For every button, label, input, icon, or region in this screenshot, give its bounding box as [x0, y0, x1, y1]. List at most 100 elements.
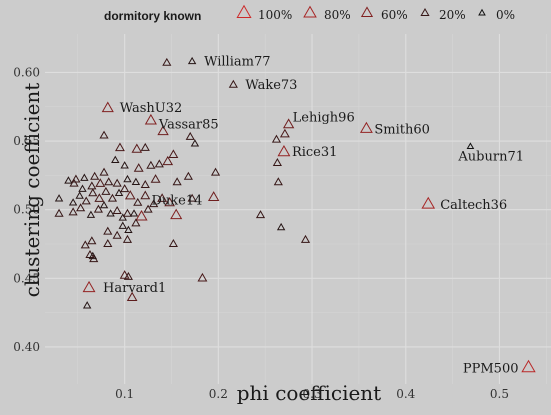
data-point: [170, 208, 183, 220]
x-axis-title: phi coefficient: [237, 381, 381, 405]
data-point: [277, 145, 291, 157]
legend-label: 100%: [258, 8, 292, 22]
data-point: [99, 167, 109, 176]
data-point: [94, 193, 105, 202]
point-annotation: Vassar85: [158, 117, 219, 132]
data-point: [75, 191, 84, 199]
data-point: [162, 57, 172, 66]
data-point: [119, 270, 130, 279]
data-point: [124, 225, 133, 234]
data-point: [82, 280, 96, 293]
y-tick-label: 0.45: [13, 271, 40, 285]
point-annotation: Auburn71: [457, 150, 524, 165]
data-point: [114, 188, 124, 196]
data-point: [78, 184, 87, 192]
data-point: [120, 161, 129, 169]
data-point: [190, 139, 200, 147]
legend-key: [303, 5, 317, 18]
data-point: [99, 200, 109, 209]
data-point: [131, 218, 141, 227]
data-point: [150, 174, 161, 183]
data-point: [359, 121, 373, 133]
data-point: [106, 209, 115, 217]
point-annotation: Rice31: [292, 145, 337, 160]
data-point: [120, 184, 130, 193]
point-annotation: PPM500: [463, 362, 519, 377]
legend-label: 20%: [439, 8, 466, 22]
data-point: [124, 190, 136, 200]
y-axis-ticks: 0.40 0.45 0.50 0.55 0.60: [13, 65, 40, 354]
data-point: [466, 142, 475, 150]
data-point: [197, 272, 208, 282]
x-tick-label: 0.4: [396, 387, 415, 401]
data-point: [118, 221, 127, 229]
data-point: [168, 149, 179, 159]
data-point: [123, 174, 132, 183]
data-point: [103, 226, 113, 235]
data-point: [228, 79, 238, 88]
data-point: [157, 125, 169, 136]
data-point: [126, 291, 138, 302]
data-point: [54, 208, 64, 217]
y-tick-label: 0.55: [13, 134, 40, 148]
data-point: [68, 198, 78, 206]
data-point: [86, 210, 96, 218]
legend-label: 80%: [324, 8, 351, 22]
data-point: [140, 190, 151, 200]
y-tick-label: 0.50: [13, 203, 40, 217]
data-point: [135, 209, 148, 221]
data-point: [88, 188, 98, 197]
data-point: [187, 56, 197, 65]
data-point: [210, 167, 221, 176]
data-point: [68, 207, 78, 216]
data-point: [300, 234, 311, 243]
point-annotation: Caltech36: [440, 198, 507, 213]
data-point: [131, 177, 141, 185]
data-point: [521, 359, 536, 373]
data-point: [282, 118, 295, 129]
data-point: [140, 142, 150, 151]
x-tick-label: 0.1: [115, 387, 134, 401]
data-point: [112, 230, 122, 239]
data-point: [111, 155, 120, 164]
data-point: [122, 234, 133, 243]
legend-label: 60%: [381, 8, 408, 22]
data-point: [87, 181, 97, 190]
point-annotation: WashU32: [120, 101, 183, 116]
data-point: [88, 251, 98, 260]
data-point: [172, 177, 182, 186]
x-tick-label: 0.5: [490, 387, 509, 401]
legend-key: [478, 8, 486, 16]
x-axis-ticks: 0.1 0.2 0.3 0.4 0.5: [115, 387, 509, 401]
y-tick-label: 0.40: [13, 340, 40, 354]
data-point: [123, 271, 133, 280]
data-point: [162, 155, 174, 166]
data-point: [115, 142, 125, 152]
data-point: [101, 101, 114, 113]
data-point: [133, 163, 144, 172]
data-point: [82, 301, 92, 309]
data-point: [54, 194, 64, 202]
data-point: [81, 196, 91, 205]
data-point: [90, 171, 100, 180]
data-point: [101, 186, 111, 195]
data-point: [64, 176, 73, 184]
data-point: [143, 204, 153, 213]
point-annotation: William77: [204, 54, 270, 69]
x-tick-label: 0.2: [209, 387, 228, 401]
grid: [45, 34, 551, 384]
data-point: [93, 204, 103, 213]
data-point: [421, 196, 436, 209]
legend-label: 0%: [496, 8, 515, 22]
point-annotation: Lehigh96: [293, 111, 355, 126]
point-annotation: Wake73: [245, 78, 297, 93]
legend: dormitory known 100% 80% 60% 20% 0%: [104, 4, 515, 23]
data-point: [146, 160, 156, 169]
data-point: [80, 240, 90, 249]
y-tick-label: 0.60: [13, 65, 40, 79]
data-point: [272, 158, 282, 166]
data-point: [149, 199, 159, 208]
data-point: [133, 197, 143, 206]
